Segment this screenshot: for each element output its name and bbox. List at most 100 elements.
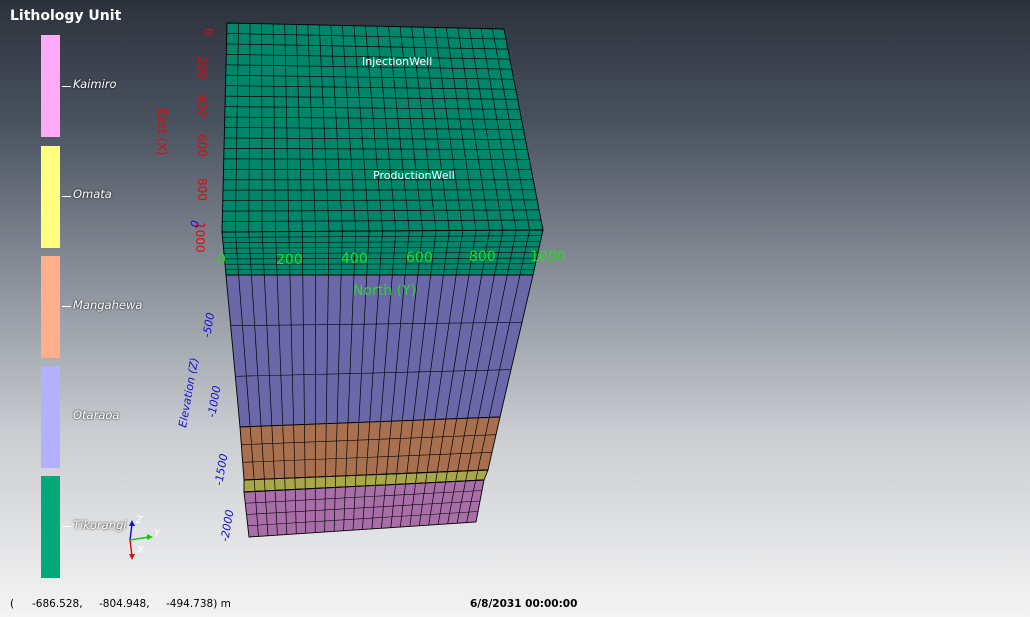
elevation-tick-label: 0	[188, 219, 202, 228]
elevation-axis-label: Elevation (Z)	[176, 357, 201, 429]
orientation-z-arrowhead	[129, 520, 135, 526]
front-grid-column	[428, 230, 477, 526]
east-axis-label: East (X)	[155, 108, 169, 155]
layer-boundary	[243, 479, 485, 493]
east-tick-label: 200	[195, 56, 209, 79]
top-grid-line	[225, 85, 516, 90]
orientation-y-label: Y	[154, 528, 161, 539]
front-grid-column	[235, 231, 259, 537]
front-grid-column	[261, 231, 278, 536]
legend-label-kaimiro: Kaimiro	[73, 77, 117, 91]
front-grid-column	[343, 231, 357, 531]
front-grid-column	[324, 231, 330, 533]
orientation-x-axis	[129, 539, 133, 557]
legend-swatch-kaimiro	[41, 35, 60, 137]
injection-well-label[interactable]: InjectionWell	[362, 55, 432, 68]
front-grid-column	[301, 231, 307, 534]
front-grid-column	[371, 230, 397, 529]
top-grid-line	[222, 199, 538, 201]
orientation-y-arrowhead	[147, 534, 153, 540]
layer-boundary	[243, 469, 489, 481]
north-tick-label: 400	[341, 251, 368, 267]
coordinate-x: -686.528,	[32, 598, 83, 610]
top-grid-line	[224, 116, 522, 120]
front-grid-column	[333, 231, 343, 532]
front-grid-column	[288, 231, 297, 534]
elevation-tick-label: -2000	[218, 509, 236, 543]
front-grid-column	[456, 230, 517, 524]
front-grid-column	[399, 230, 437, 528]
front-grid-row	[230, 322, 523, 326]
orientation-x-arrowhead	[129, 554, 135, 560]
legend-label-mangahewa: Mangahewa	[73, 298, 143, 312]
top-grid-line	[224, 106, 520, 110]
orientation-axes-widget[interactable]: Z Y X	[129, 515, 161, 560]
top-grid-line	[225, 74, 514, 80]
front-grid-row	[247, 511, 479, 527]
north-tick-label: 800	[469, 249, 496, 265]
legend-label-otaraoa: Otaraoa	[73, 408, 120, 422]
north-axis-label: North (Y)	[353, 283, 416, 299]
north-tick-label: 0	[217, 252, 226, 268]
front-grid-row	[241, 434, 497, 445]
east-tick-label: 400	[195, 94, 209, 117]
north-axis: 0 200 400 600 800 1000 North (Y)	[217, 249, 566, 299]
north-tick-label: 200	[276, 252, 303, 268]
coordinate-z: -494.738) m	[166, 598, 231, 610]
east-tick-label: 800	[195, 178, 209, 201]
front-grid-column	[352, 231, 370, 531]
top-grid-line	[225, 95, 518, 100]
front-grid-row	[245, 490, 483, 504]
front-grid-column	[362, 230, 383, 530]
east-axis: 0 200 400 600 800 1000 East (X)	[155, 28, 215, 253]
orientation-y-axis	[129, 536, 150, 541]
top-grid-line	[226, 43, 508, 50]
legend-swatch-tikorangi	[41, 476, 60, 578]
top-grid-line	[222, 219, 542, 222]
legend-tick	[62, 526, 71, 527]
top-grid-line	[223, 158, 530, 160]
east-tick-label: 0	[201, 28, 215, 36]
top-grid-line	[222, 209, 540, 212]
front-face-mangahewa	[239, 416, 501, 481]
north-tick-label: 1000	[530, 249, 566, 265]
north-tick-label: 600	[406, 250, 433, 266]
front-grid-column	[275, 231, 288, 535]
front-grid-row	[242, 452, 493, 463]
front-grid-column	[466, 230, 530, 523]
front-grid-column	[409, 230, 450, 527]
production-well-label[interactable]: ProductionWell	[373, 169, 455, 182]
coordinate-y: -804.948,	[99, 598, 150, 610]
legend-tick	[62, 196, 71, 197]
front-grid-row	[235, 369, 512, 377]
timestamp: 6/8/2031 00:00:00	[470, 598, 578, 610]
elevation-tick-label: -1000	[205, 385, 223, 419]
legend-tick	[62, 306, 71, 307]
legend-label-omata: Omata	[73, 187, 112, 201]
legend-swatch-omata	[41, 146, 60, 248]
legend-swatch-mangahewa	[41, 256, 60, 358]
orientation-z-label: Z	[135, 515, 144, 526]
coordinate-open-paren: (	[10, 598, 15, 610]
front-grid-column	[437, 230, 490, 525]
front-grid-column	[418, 230, 464, 526]
reservoir-mesh[interactable]	[221, 22, 544, 538]
front-grid-column	[248, 231, 269, 536]
front-grid-column	[381, 230, 410, 529]
east-tick-label: 1000	[193, 222, 207, 253]
front-grid-column	[447, 230, 504, 524]
orientation-z-axis	[129, 523, 133, 541]
legend-label-tikorangi: Tikorangi	[73, 518, 127, 532]
front-grid-column	[390, 230, 423, 528]
top-grid-line	[226, 54, 510, 60]
east-tick-label: 600	[195, 134, 209, 157]
top-grid-line	[224, 127, 524, 130]
legend-tick	[62, 86, 71, 87]
legend-swatch-otaraoa	[41, 366, 60, 468]
legend-title: Lithology Unit	[10, 8, 122, 24]
elevation-tick-label: -1500	[212, 453, 230, 487]
top-grid-line	[224, 137, 526, 140]
front-grid-row	[246, 500, 481, 515]
top-grid-line	[223, 148, 528, 150]
